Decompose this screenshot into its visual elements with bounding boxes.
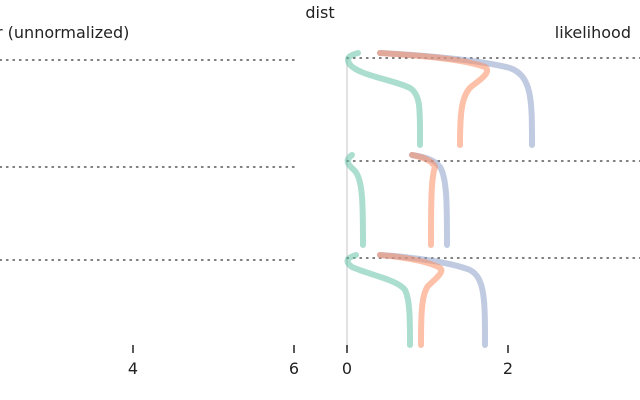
right-panel-label: likelihood bbox=[555, 23, 631, 42]
curve-level3-orange bbox=[377, 252, 445, 348]
x-tick-label-0: 0 bbox=[342, 359, 352, 378]
x-tick-label-4: 4 bbox=[128, 359, 138, 378]
curve-level2-orange bbox=[409, 152, 438, 248]
x-tick-label-2: 2 bbox=[503, 359, 513, 378]
curve-level3-green bbox=[344, 252, 413, 348]
curve-level1-purple bbox=[377, 50, 535, 148]
x-tick-label-6: 6 bbox=[289, 359, 299, 378]
left-panel-label: r (unnormalized) bbox=[0, 23, 129, 42]
curve-level1-green bbox=[345, 50, 424, 148]
chart-title: dist bbox=[305, 3, 334, 22]
curve-level1-orange bbox=[377, 50, 491, 148]
curve-level3-purple bbox=[377, 252, 488, 348]
curve-level2-green bbox=[344, 152, 366, 248]
